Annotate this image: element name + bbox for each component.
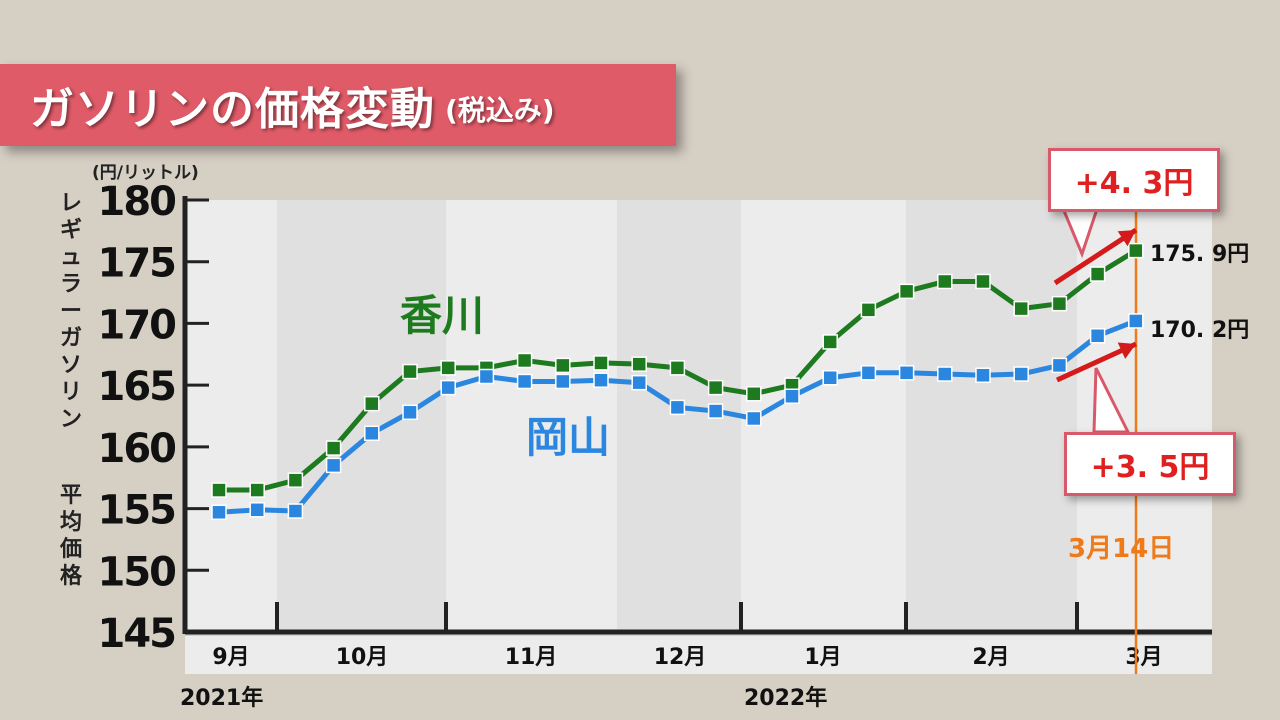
data-point <box>516 373 533 390</box>
month-band <box>446 200 617 632</box>
y-axis-sublabel: 平均価格 <box>59 483 82 589</box>
y-tick-label: 160 <box>98 426 176 472</box>
data-point <box>631 374 647 391</box>
data-point <box>937 273 953 290</box>
data-point <box>707 379 724 396</box>
arrow-head <box>1117 230 1136 247</box>
data-point <box>478 368 495 385</box>
x-tick-label: 1月 <box>804 645 841 670</box>
data-point <box>937 366 953 382</box>
chart-subtitle: (税込み) <box>445 94 555 127</box>
y-tick-label: 145 <box>98 611 176 657</box>
data-point <box>364 395 380 412</box>
data-point <box>287 503 304 519</box>
data-point <box>860 302 877 318</box>
y-tick-label: 155 <box>98 488 176 534</box>
data-point <box>1013 300 1029 317</box>
arrow-head <box>1117 342 1136 359</box>
data-point <box>1089 266 1106 282</box>
data-point <box>249 482 265 498</box>
kagawa-change-callout: +4. 3円 <box>1048 148 1220 212</box>
data-point <box>440 379 456 396</box>
y-tick-label: 165 <box>98 364 176 410</box>
data-point <box>707 403 724 419</box>
data-point <box>402 404 418 421</box>
data-point <box>631 356 647 372</box>
data-point <box>1051 357 1068 374</box>
data-point <box>1128 242 1144 259</box>
data-point <box>440 360 456 376</box>
data-point <box>669 399 686 416</box>
data-point <box>325 440 342 456</box>
data-point <box>898 365 915 381</box>
month-band <box>185 200 277 632</box>
y-tick-label: 170 <box>98 302 176 348</box>
y-tick-label: 180 <box>98 179 176 225</box>
data-point <box>1128 313 1144 329</box>
data-point <box>325 457 342 474</box>
data-point <box>975 273 991 290</box>
data-point <box>364 425 380 442</box>
title-banner: ガソリンの価格変動 (税込み) <box>0 64 676 146</box>
year-label-2021: 2021年 <box>180 686 264 711</box>
data-point <box>555 373 571 390</box>
data-point <box>593 372 609 388</box>
increase-arrow <box>1053 227 1138 286</box>
x-tick-label: 12月 <box>654 645 707 670</box>
x-tick-label: 9月 <box>212 645 249 670</box>
y-tick-label: 150 <box>98 549 176 595</box>
x-tick-label: 2月 <box>972 645 1009 670</box>
y-axis-label: レギュラーガソリン <box>59 191 82 432</box>
kagawa-end-value: 175. 9円 <box>1150 242 1250 267</box>
data-point <box>669 360 686 376</box>
x-tick-label: 11月 <box>505 645 558 670</box>
data-point <box>402 363 418 380</box>
data-point <box>211 482 227 498</box>
x-tick-label: 3月 <box>1125 645 1162 670</box>
series-label-kagawa: 香川 <box>400 291 485 340</box>
data-point <box>516 352 533 369</box>
data-point <box>1013 366 1029 382</box>
y-tick-label: 175 <box>98 241 176 287</box>
data-point <box>287 472 304 488</box>
data-point <box>898 283 915 300</box>
data-point <box>822 334 838 350</box>
data-point <box>860 365 877 381</box>
x-tick-label: 10月 <box>336 645 389 670</box>
data-point <box>1051 295 1068 312</box>
data-point <box>746 410 762 427</box>
data-point <box>822 369 838 386</box>
data-point <box>784 388 800 405</box>
date-marker-label: 3月14日 <box>1068 534 1175 564</box>
year-label-2022: 2022年 <box>744 686 828 711</box>
series-label-okayama: 岡山 <box>526 413 611 462</box>
data-point <box>593 355 609 371</box>
unit-label: (円/リットル) <box>92 163 199 183</box>
month-label-band <box>185 636 1212 674</box>
data-point <box>1089 328 1106 344</box>
month-band <box>741 200 906 632</box>
data-point <box>975 367 991 384</box>
okayama-change-callout: +3. 5円 <box>1064 432 1236 496</box>
data-point <box>746 386 762 402</box>
data-point <box>211 504 227 521</box>
okayama-end-value: 170. 2円 <box>1150 318 1250 343</box>
data-point <box>249 502 265 518</box>
month-band <box>906 200 1077 632</box>
data-point <box>555 357 571 374</box>
chart-title: ガソリンの価格変動 <box>30 84 435 135</box>
